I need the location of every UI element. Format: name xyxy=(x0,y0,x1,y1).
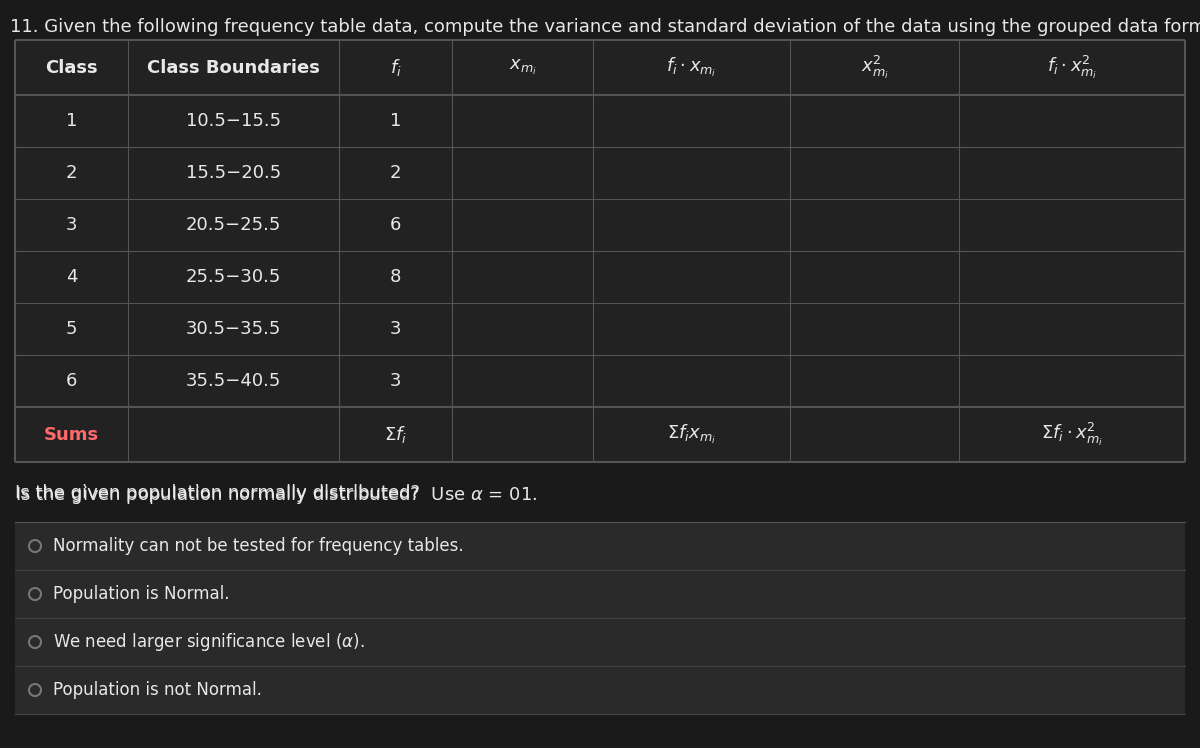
Text: $f_i$: $f_i$ xyxy=(390,57,402,78)
Text: $\Sigma f_i x_{m_i}$: $\Sigma f_i x_{m_i}$ xyxy=(667,423,716,446)
Bar xyxy=(14,570,1186,618)
Text: Class: Class xyxy=(46,58,97,76)
Text: 3: 3 xyxy=(390,372,401,390)
Text: 6: 6 xyxy=(390,216,401,234)
Bar xyxy=(14,618,1186,666)
Bar xyxy=(14,522,1186,570)
Text: We need larger significance level ($\alpha$).: We need larger significance level ($\alp… xyxy=(53,631,365,653)
Text: 15.5−20.5: 15.5−20.5 xyxy=(186,164,281,182)
Text: Is the given population normally distributed?  Use $\alpha$ = 01.: Is the given population normally distrib… xyxy=(14,484,538,506)
Text: 10.5−15.5: 10.5−15.5 xyxy=(186,112,281,130)
Text: 25.5−30.5: 25.5−30.5 xyxy=(186,268,281,286)
Text: 3: 3 xyxy=(66,216,77,234)
Text: 1: 1 xyxy=(66,112,77,130)
Text: 6: 6 xyxy=(66,372,77,390)
Text: Population is Normal.: Population is Normal. xyxy=(53,585,229,603)
Text: $f_i \cdot x^2_{m_i}$: $f_i \cdot x^2_{m_i}$ xyxy=(1048,54,1098,81)
Text: 20.5−25.5: 20.5−25.5 xyxy=(186,216,281,234)
Text: 2: 2 xyxy=(66,164,77,182)
Text: $\Sigma f_i$: $\Sigma f_i$ xyxy=(384,424,407,445)
Text: $f_i \cdot x_{m_i}$: $f_i \cdot x_{m_i}$ xyxy=(666,56,716,79)
Text: Is the given population normally distributed?: Is the given population normally distrib… xyxy=(14,484,426,502)
Text: Sums: Sums xyxy=(44,426,98,444)
Text: 1: 1 xyxy=(390,112,401,130)
Text: $x^2_{m_i}$: $x^2_{m_i}$ xyxy=(860,54,889,81)
Text: 2: 2 xyxy=(390,164,401,182)
Text: 4: 4 xyxy=(66,268,77,286)
Bar xyxy=(14,40,1186,462)
Bar xyxy=(14,666,1186,714)
Text: 11. Given the following frequency table data, compute the variance and standard : 11. Given the following frequency table … xyxy=(10,18,1200,36)
Text: Class Boundaries: Class Boundaries xyxy=(148,58,320,76)
Text: $x_{m_i}$: $x_{m_i}$ xyxy=(509,58,536,77)
Text: 3: 3 xyxy=(390,320,401,338)
Text: $\Sigma f_i \cdot x^2_{m_i}$: $\Sigma f_i \cdot x^2_{m_i}$ xyxy=(1042,421,1103,448)
Text: Population is not Normal.: Population is not Normal. xyxy=(53,681,262,699)
Text: Normality can not be tested for frequency tables.: Normality can not be tested for frequenc… xyxy=(53,537,463,555)
Text: 8: 8 xyxy=(390,268,401,286)
Text: 5: 5 xyxy=(66,320,77,338)
Text: 35.5−40.5: 35.5−40.5 xyxy=(186,372,281,390)
Text: 30.5−35.5: 30.5−35.5 xyxy=(186,320,281,338)
